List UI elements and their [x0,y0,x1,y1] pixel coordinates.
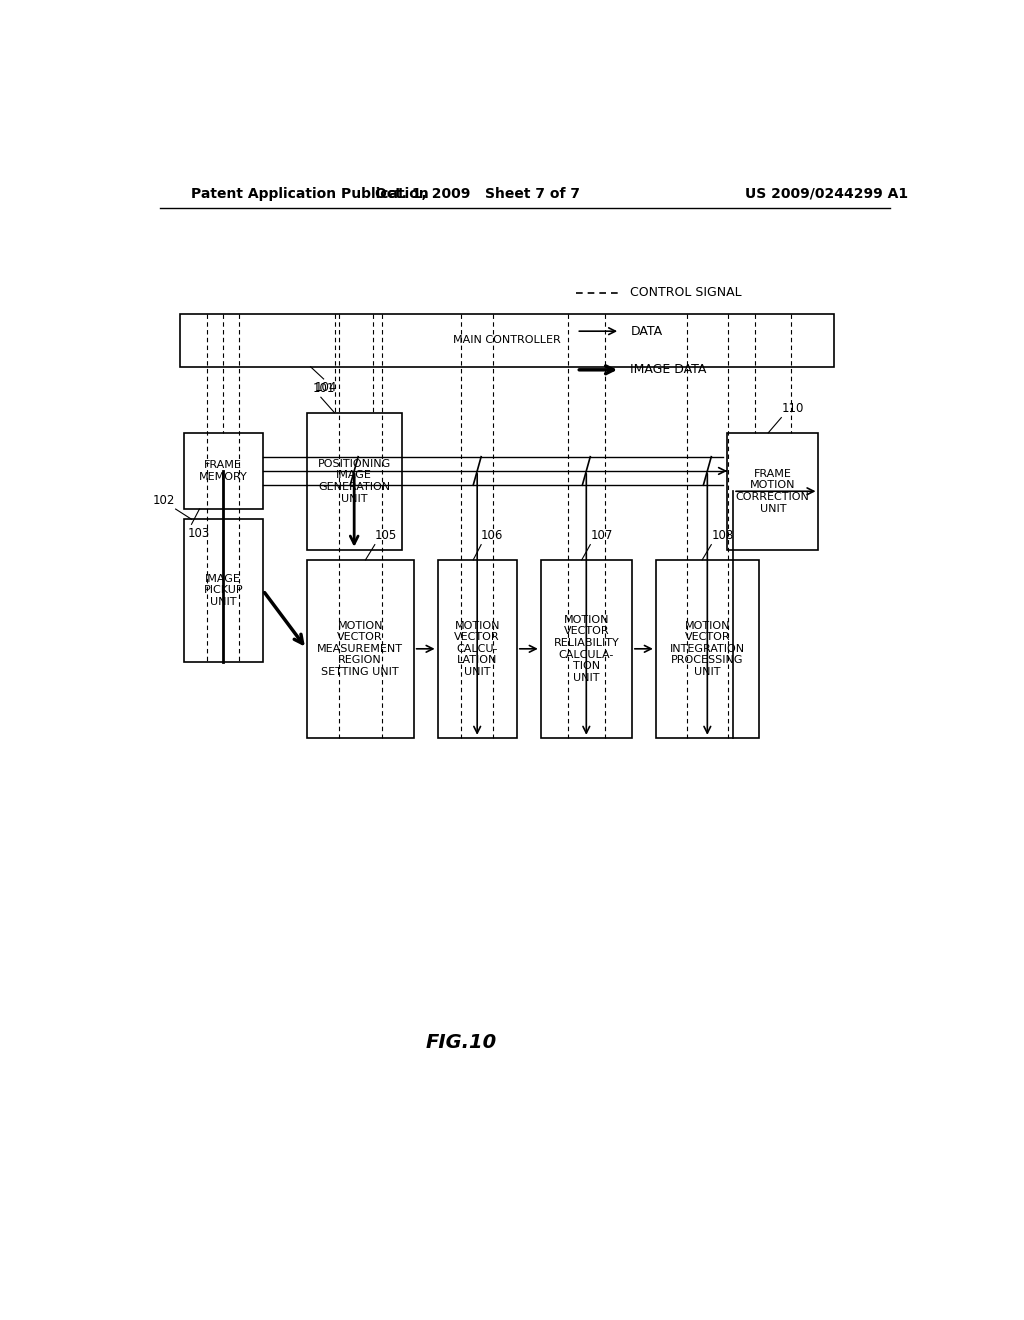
Text: Oct. 1, 2009   Sheet 7 of 7: Oct. 1, 2009 Sheet 7 of 7 [375,187,580,201]
FancyBboxPatch shape [183,519,263,661]
Text: Patent Application Publication: Patent Application Publication [191,187,429,201]
Text: 107: 107 [590,528,612,541]
FancyBboxPatch shape [306,560,414,738]
Text: 102: 102 [153,494,175,507]
Text: FRAME
MOTION
CORRECTION
UNIT: FRAME MOTION CORRECTION UNIT [736,469,810,513]
FancyBboxPatch shape [727,433,818,549]
Text: 105: 105 [375,528,397,541]
Text: 108: 108 [712,528,733,541]
Text: 110: 110 [781,401,804,414]
Text: MOTION
VECTOR
MEASUREMENT
REGION
SETTING UNIT: MOTION VECTOR MEASUREMENT REGION SETTING… [317,620,403,677]
Text: DATA: DATA [631,325,663,338]
FancyBboxPatch shape [183,433,263,510]
Text: MAIN CONTROLLER: MAIN CONTROLLER [453,335,561,346]
FancyBboxPatch shape [437,560,517,738]
Text: CONTROL SIGNAL: CONTROL SIGNAL [631,286,742,300]
Text: US 2009/0244299 A1: US 2009/0244299 A1 [744,187,908,201]
FancyBboxPatch shape [541,560,632,738]
Text: 103: 103 [187,528,210,540]
Text: POSITIONING
IMAGE
GENERATION
UNIT: POSITIONING IMAGE GENERATION UNIT [317,459,391,503]
Text: IMAGE
PICKUP
UNIT: IMAGE PICKUP UNIT [204,574,243,607]
Text: MOTION
VECTOR
CALCU-
LATION
UNIT: MOTION VECTOR CALCU- LATION UNIT [455,620,500,677]
FancyBboxPatch shape [179,314,835,367]
Text: IMAGE DATA: IMAGE DATA [631,363,707,376]
Text: FIG.10: FIG.10 [426,1034,497,1052]
FancyBboxPatch shape [306,412,401,549]
Text: 106: 106 [481,528,504,541]
Text: 104: 104 [314,381,337,395]
Text: MOTION
VECTOR
RELIABILITY
CALCULA-
TION
UNIT: MOTION VECTOR RELIABILITY CALCULA- TION … [553,615,620,682]
Text: FRAME
MEMORY: FRAME MEMORY [199,461,248,482]
Text: 101: 101 [312,381,335,395]
Text: MOTION
VECTOR
INTEGRATION
PROCESSING
UNIT: MOTION VECTOR INTEGRATION PROCESSING UNI… [670,620,744,677]
FancyBboxPatch shape [655,560,759,738]
